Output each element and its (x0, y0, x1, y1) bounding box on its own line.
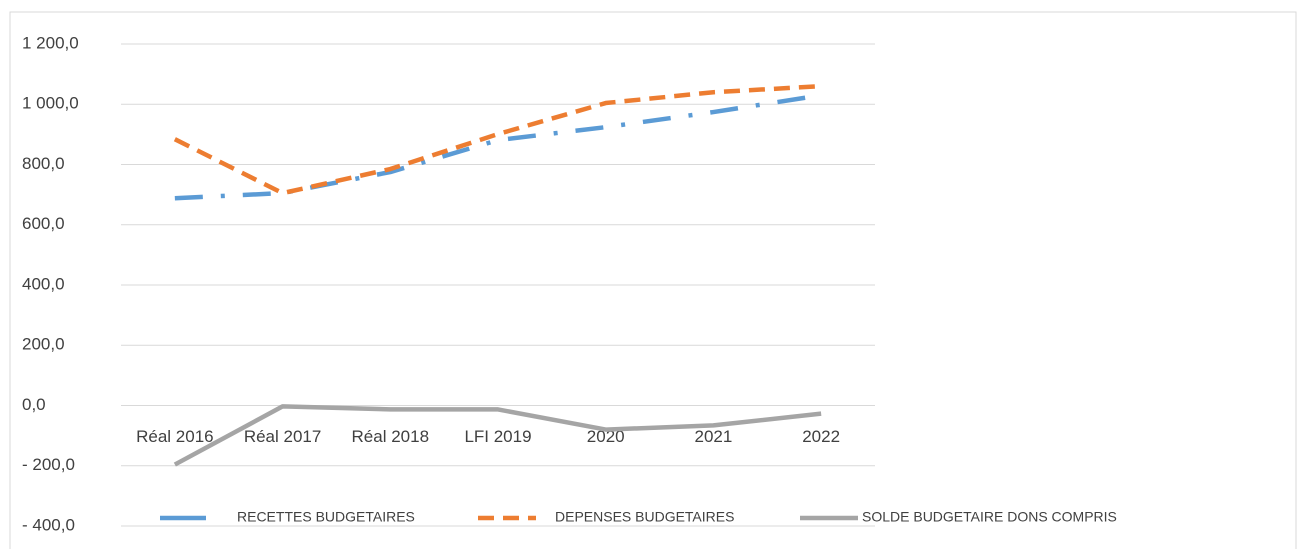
x-tick-label: LFI 2019 (464, 427, 531, 446)
y-tick-label: 1 000,0 (22, 94, 79, 113)
y-tick-label: - 200,0 (22, 455, 75, 474)
x-tick-label: Réal 2017 (244, 427, 322, 446)
y-tick-label: 400,0 (22, 274, 65, 293)
x-tick-label: 2020 (587, 427, 625, 446)
series-line (173, 83, 822, 196)
y-tick-label: 0,0 (22, 395, 46, 414)
x-tick-label: Réal 2018 (352, 427, 430, 446)
legend-label: RECETTES BUDGETAIRES (237, 509, 415, 525)
y-tick-label: 800,0 (22, 154, 65, 173)
chart-frame (9, 11, 1297, 549)
y-tick-label: - 400,0 (22, 515, 75, 534)
x-tick-label: Réal 2016 (136, 427, 214, 446)
legend-label: SOLDE BUDGETAIRE DONS COMPRIS (862, 509, 1117, 525)
series-line (174, 92, 822, 201)
x-tick-label: 2022 (802, 427, 840, 446)
x-tick-label: 2021 (695, 427, 733, 446)
legend-label: DEPENSES BUDGETAIRES (555, 509, 734, 525)
y-tick-label: 600,0 (22, 214, 65, 233)
y-tick-label: 200,0 (22, 335, 65, 354)
y-tick-label: 1 200,0 (22, 33, 79, 52)
series-line (173, 404, 822, 467)
